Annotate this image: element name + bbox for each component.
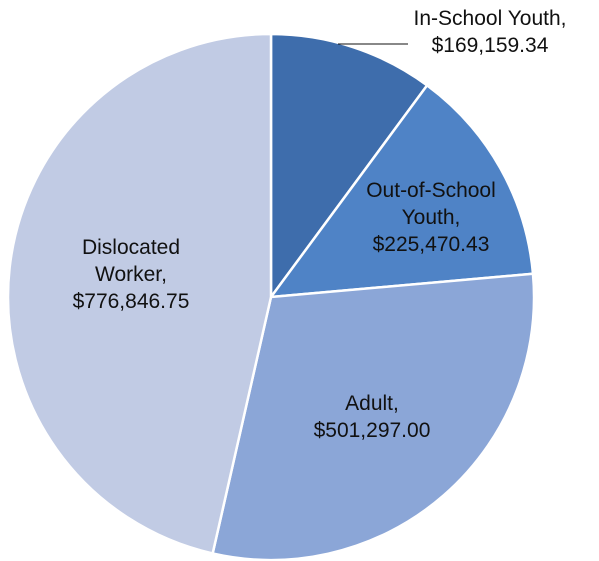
slice-label-line: In-School Youth, [414, 7, 567, 30]
slice-label-line: Dislocated [82, 236, 180, 259]
slice-label-line: $776,846.75 [73, 290, 190, 313]
slice-label-2: Adult, $501,297.00 [314, 392, 431, 442]
slice-label-0: In-School Youth, $169,159.34 [414, 7, 567, 57]
pie-slice-0 [269, 32, 429, 299]
slice-label-line: $501,297.00 [314, 419, 431, 442]
slice-label-line: Youth, [402, 206, 461, 229]
slice-label-line: Worker, [95, 263, 167, 286]
pie-slice-1 [269, 84, 535, 299]
pie-slices [6, 32, 536, 561]
slice-label-line: Adult, [345, 392, 399, 415]
slice-label-1: Out-of-School Youth, $225,470.43 [366, 179, 496, 256]
slice-label-3: Dislocated Worker, $776,846.75 [73, 236, 190, 313]
pie-slice-3 [6, 32, 273, 555]
slice-label-line: Out-of-School [366, 179, 496, 202]
slice-label-line: $225,470.43 [373, 233, 490, 256]
pie-slice-2 [211, 272, 536, 561]
slice-labels: In-School Youth, $169,159.34 Out-of-School… [73, 7, 567, 442]
slice-label-line: $169,159.34 [432, 34, 549, 57]
